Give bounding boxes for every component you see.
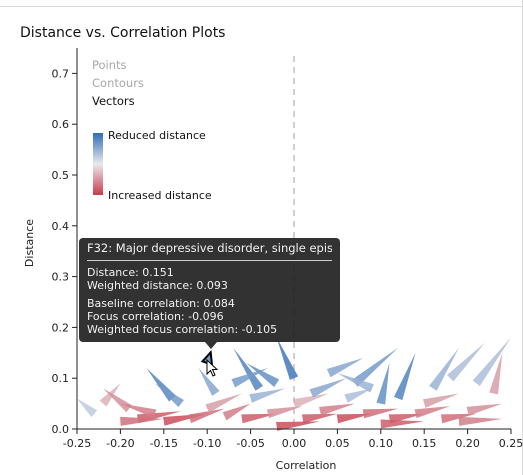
vector-29 (440, 413, 477, 424)
tooltip-pointer (205, 342, 217, 349)
vector-23 (302, 413, 338, 424)
vector-28 (414, 406, 451, 419)
tooltip-distance: Distance: 0.151 (87, 266, 174, 279)
vector-2 (246, 362, 280, 388)
layer-toggle-vectors[interactable]: Vectors (92, 94, 135, 108)
x-tick-label: 0.05 (325, 437, 350, 450)
vector-37 (120, 403, 157, 419)
plot-area (77, 56, 511, 431)
vector-38 (422, 393, 459, 408)
vector-15 (103, 388, 132, 413)
vector-19 (188, 408, 225, 424)
x-tick-label: 0.25 (499, 437, 523, 450)
vector-20 (222, 403, 251, 421)
legend-increased-label: Increased distance (108, 189, 212, 202)
tooltip-baseline-correlation: Baseline correlation: 0.084 (87, 297, 235, 310)
data-tooltip: F32: Major depressive disorder, single e… (79, 238, 340, 342)
y-tick-label: 0.5 (52, 169, 70, 182)
y-tick-label: 0.0 (52, 423, 70, 436)
y-tick-label: 0.1 (52, 372, 70, 385)
vector-4 (351, 347, 399, 387)
x-axis-label: Correlation (276, 459, 337, 472)
page-title: Distance vs. Correlation Plots (20, 25, 226, 41)
vector-5 (393, 352, 416, 401)
legend-color-ramp (93, 133, 103, 195)
vector-11 (447, 342, 485, 382)
vector-13 (489, 352, 503, 395)
x-tick-label: 0.15 (412, 437, 437, 450)
vector-1 (233, 347, 264, 391)
tooltip-title: F32: Major depressive disorder, single e… (87, 242, 332, 261)
vector-32 (292, 393, 329, 408)
top-border (0, 0, 523, 7)
vector-8 (155, 383, 184, 408)
vector-43 (120, 416, 164, 426)
vector-33 (344, 388, 373, 403)
x-tick-label: -0.05 (236, 437, 264, 450)
y-axis-label: Distance (23, 219, 36, 267)
vector-26 (362, 408, 399, 419)
y-tick-label: 0.6 (52, 118, 70, 131)
vector-16 (77, 398, 98, 418)
layer-toggle-points[interactable]: Points (92, 58, 127, 72)
x-tick-label: 0.20 (455, 437, 480, 450)
vector-3 (276, 337, 299, 380)
vector-6 (376, 362, 390, 405)
x-tick-label: -0.25 (63, 437, 91, 450)
vector-39 (231, 368, 268, 388)
vector-31 (205, 393, 242, 413)
tooltip-focus-correlation: Focus correlation: -0.096 (87, 310, 224, 323)
mouse-cursor-icon (206, 358, 219, 377)
vector-36 (337, 373, 374, 393)
tooltip-weighted-distance: Weighted distance: 0.093 (87, 279, 228, 292)
y-tick-label: 0.3 (52, 271, 70, 284)
vector-34 (249, 388, 286, 403)
vector-10 (429, 347, 459, 391)
vector-30 (466, 403, 503, 416)
y-tick-label: 0.4 (52, 220, 70, 233)
legend-reduced-label: Reduced distance (108, 129, 206, 142)
vector-9 (198, 368, 220, 396)
vector-21 (241, 413, 277, 424)
vector-42 (380, 419, 425, 429)
vector-25 (336, 413, 373, 424)
x-tick-label: -0.10 (193, 437, 221, 450)
x-tick-label: 0.10 (369, 437, 394, 450)
x-tick-label: 0.00 (282, 437, 307, 450)
vector-44 (458, 416, 503, 426)
y-tick-label: 0.2 (52, 321, 70, 334)
y-tick-label: 0.7 (52, 67, 70, 80)
tooltip-weighted-focus-correlation: Weighted focus correlation: -0.105 (87, 323, 278, 336)
vector-24 (319, 403, 355, 416)
axes: 0.0 0.1 0.2 0.3 0.4 0.5 0.6 0.7 -0.25 -0.20 -0.15 -… (23, 48, 523, 472)
x-tick-label: -0.15 (150, 437, 178, 450)
vector-22 (266, 406, 303, 419)
layer-toggle-contours[interactable]: Contours (92, 76, 144, 90)
vector-12 (472, 337, 511, 387)
vector-35 (309, 378, 347, 398)
x-tick-label: -0.20 (106, 437, 134, 450)
vector-40 (326, 357, 364, 378)
